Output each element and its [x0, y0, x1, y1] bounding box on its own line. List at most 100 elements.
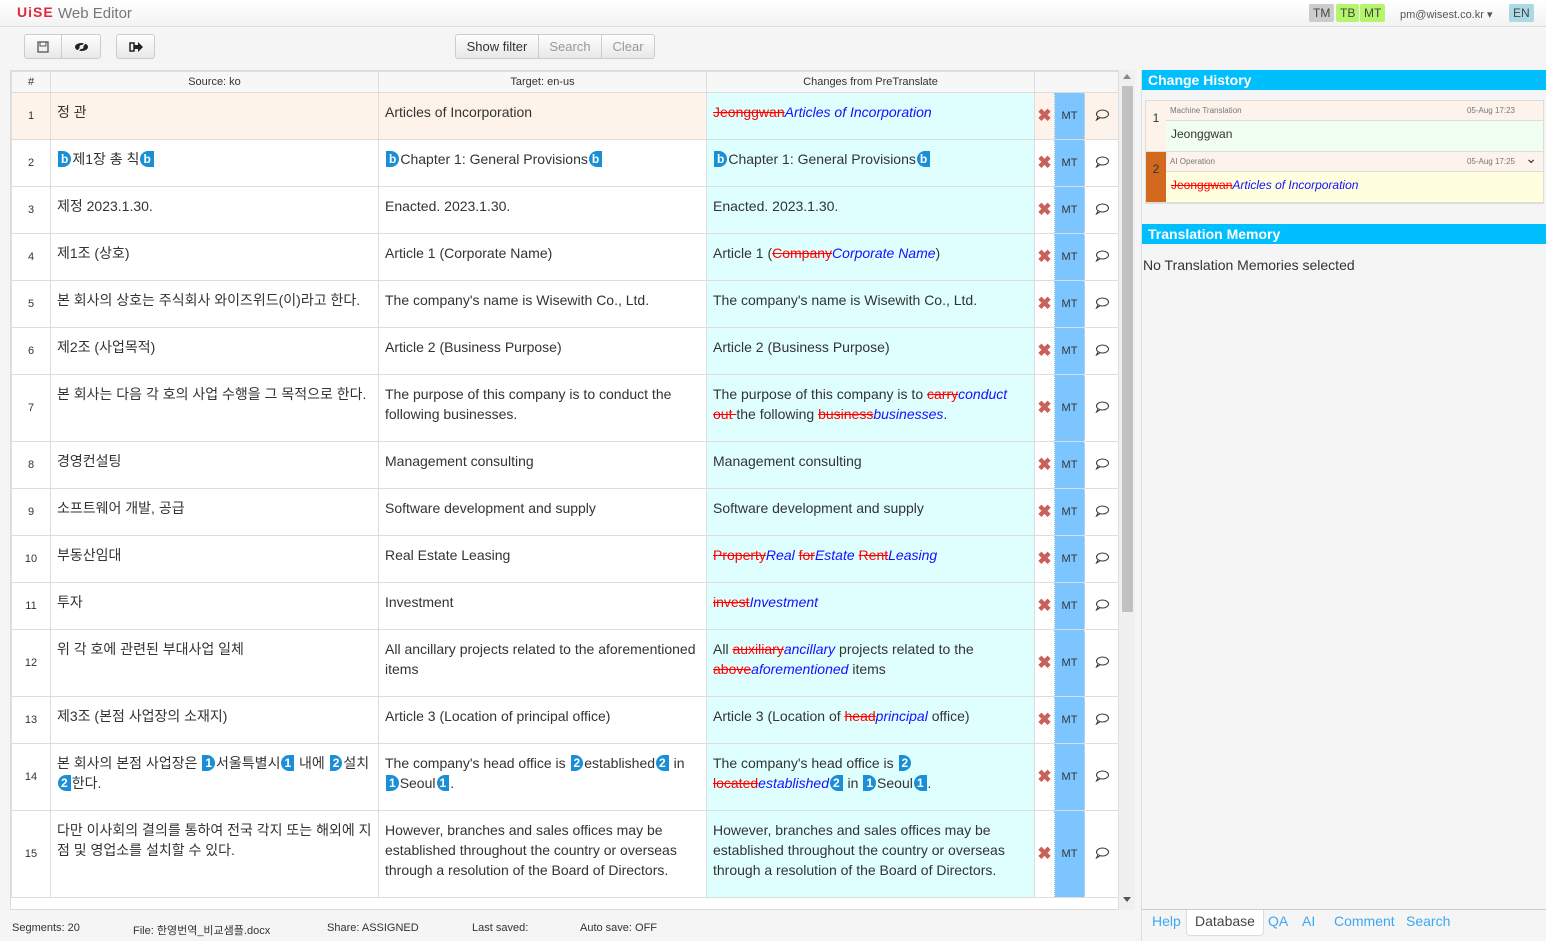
- table-row[interactable]: 6 제2조 (사업목적) Article 2 (Business Purpose) A…: [11, 327, 1120, 375]
- reject-change-button[interactable]: ✖: [1034, 810, 1055, 898]
- comment-button[interactable]: [1084, 327, 1120, 375]
- history-entry[interactable]: 2 AI Operation 05-Aug 17:25 ⌄ JeonggwanArtic…: [1146, 150, 1543, 203]
- reject-change-button[interactable]: ✖: [1034, 374, 1055, 442]
- close-icon: ✖: [1037, 653, 1052, 672]
- target-cell[interactable]: The company's name is Wisewith Co., Ltd.: [378, 280, 707, 328]
- table-row[interactable]: 4 제1조 (상호) Article 1 (Corporate Name) Artic…: [11, 233, 1120, 281]
- tm-badge[interactable]: TM: [1309, 4, 1335, 22]
- tab-database[interactable]: Database: [1186, 910, 1264, 936]
- comment-button[interactable]: [1084, 743, 1120, 811]
- reject-change-button[interactable]: ✖: [1034, 629, 1055, 697]
- mt-status-badge: MT: [1054, 743, 1085, 811]
- reject-change-button[interactable]: ✖: [1034, 233, 1055, 281]
- language-button[interactable]: EN: [1509, 4, 1534, 22]
- save-button[interactable]: [24, 34, 62, 59]
- reject-change-button[interactable]: ✖: [1034, 280, 1055, 328]
- target-cell[interactable]: Real Estate Leasing: [378, 535, 707, 583]
- table-row[interactable]: 14 본 회사의 본점 사업장은 1 서울특별시 1 내에 2 설치2 한다. The co…: [11, 743, 1120, 811]
- text-segment: The purpose of this company is to conduc…: [385, 386, 672, 422]
- table-row[interactable]: 3 제정 2023.1.30. Enacted. 2023.1.30. Enacted…: [11, 186, 1120, 234]
- target-cell[interactable]: However, branches and sales offices may …: [378, 810, 707, 898]
- show-filter-button[interactable]: Show filter: [455, 34, 539, 59]
- tb-badge[interactable]: TB: [1336, 4, 1360, 22]
- history-entry[interactable]: 1 Machine Translation 05-Aug 17:23 Jeonggwa…: [1146, 101, 1543, 152]
- comment-button[interactable]: [1084, 92, 1120, 140]
- reject-change-button[interactable]: ✖: [1034, 327, 1055, 375]
- target-cell[interactable]: Article 1 (Corporate Name): [378, 233, 707, 281]
- comment-button[interactable]: [1084, 280, 1120, 328]
- text-segment: Software development and supply: [385, 500, 596, 516]
- comment-button[interactable]: [1084, 629, 1120, 697]
- tab-search[interactable]: Search: [1406, 913, 1451, 929]
- target-cell[interactable]: Enacted. 2023.1.30.: [378, 186, 707, 234]
- comment-button[interactable]: [1084, 582, 1120, 630]
- mt-status-badge: MT: [1054, 535, 1085, 583]
- scroll-down-arrow-icon[interactable]: [1123, 897, 1131, 902]
- tab-ai[interactable]: AI: [1302, 913, 1316, 929]
- target-cell[interactable]: Article 2 (Business Purpose): [378, 327, 707, 375]
- table-row[interactable]: 12 위 각 호에 관련된 부대사업 일체 All ancillary projec…: [11, 629, 1120, 697]
- comment-button[interactable]: [1084, 233, 1120, 281]
- search-button[interactable]: Search: [538, 34, 602, 59]
- scroll-up-arrow-icon[interactable]: [1123, 74, 1131, 79]
- target-cell[interactable]: Software development and supply: [378, 488, 707, 536]
- table-row[interactable]: 10 부동산임대 Real Estate Leasing PropertyReal f…: [11, 535, 1120, 583]
- table-row[interactable]: 8 경영컨설팅 Management consulting Management co…: [11, 441, 1120, 489]
- table-row[interactable]: 13 제3조 (본점 사업장의 소재지) Article 3 (Location o…: [11, 696, 1120, 744]
- target-cell[interactable]: Articles of Incorporation: [378, 92, 707, 140]
- reject-change-button[interactable]: ✖: [1034, 186, 1055, 234]
- tag-open-marker: 2: [329, 755, 343, 771]
- right-panel: Change History 1 Machine Translation 05-Au…: [1141, 70, 1546, 941]
- mt-badge[interactable]: MT: [1360, 4, 1386, 22]
- reject-change-button[interactable]: ✖: [1034, 535, 1055, 583]
- deleted-text: invest: [713, 594, 750, 610]
- target-cell[interactable]: The company's head office is 2 establishe…: [378, 743, 707, 811]
- comment-icon: [1095, 713, 1109, 726]
- comment-button[interactable]: [1084, 810, 1120, 898]
- reject-change-button[interactable]: ✖: [1034, 743, 1055, 811]
- comment-button[interactable]: [1084, 488, 1120, 536]
- mt-status-badge: MT: [1054, 186, 1085, 234]
- table-row[interactable]: 5 본 회사의 상호는 주식회사 와이즈위드(이)라고 한다. The compan…: [11, 280, 1120, 328]
- target-cell[interactable]: The purpose of this company is to conduc…: [378, 374, 707, 442]
- table-row[interactable]: 7 본 회사는 다음 각 호의 사업 수행을 그 목적으로 한다. The purp…: [11, 374, 1120, 442]
- reject-change-button[interactable]: ✖: [1034, 488, 1055, 536]
- text-segment: 소프트웨어 개발, 공급: [57, 500, 185, 516]
- history-entry-text: Jeonggwan: [1166, 121, 1543, 151]
- reject-change-button[interactable]: ✖: [1034, 582, 1055, 630]
- tag-open-marker: b: [58, 151, 72, 167]
- target-cell[interactable]: Article 3 (Location of principal office): [378, 696, 707, 744]
- tab-qa[interactable]: QA: [1268, 913, 1289, 929]
- tab-help[interactable]: Help: [1152, 913, 1181, 929]
- preview-toggle-button[interactable]: [61, 34, 101, 59]
- reject-change-button[interactable]: ✖: [1034, 139, 1055, 187]
- scrollbar-thumb[interactable]: [1122, 86, 1133, 612]
- tag-open-marker: b: [386, 151, 400, 167]
- reject-change-button[interactable]: ✖: [1034, 92, 1055, 140]
- expand-chevron-icon[interactable]: ⌄: [1525, 150, 1537, 166]
- comment-button[interactable]: [1084, 441, 1120, 489]
- grid-scrollbar[interactable]: [1118, 70, 1135, 910]
- table-row[interactable]: 2 b 제1장 총 칙 b b Chapter 1: General Provisions…: [11, 139, 1120, 187]
- deleted-text: carry: [927, 386, 959, 402]
- tag-close-marker: b: [588, 151, 603, 167]
- comment-button[interactable]: [1084, 374, 1120, 442]
- comment-button[interactable]: [1084, 696, 1120, 744]
- comment-button[interactable]: [1084, 139, 1120, 187]
- table-row[interactable]: 15 다만 이사회의 결의를 통하여 전국 각지 또는 해외에 지점 및 영업소를…: [11, 810, 1120, 898]
- comment-button[interactable]: [1084, 535, 1120, 583]
- table-row[interactable]: 9 소프트웨어 개발, 공급 Software development and su…: [11, 488, 1120, 536]
- comment-button[interactable]: [1084, 186, 1120, 234]
- table-row[interactable]: 11 투자 Investment investInvestment ✖ MT: [11, 582, 1120, 630]
- reject-change-button[interactable]: ✖: [1034, 441, 1055, 489]
- reject-change-button[interactable]: ✖: [1034, 696, 1055, 744]
- clear-button[interactable]: Clear: [601, 34, 655, 59]
- target-cell[interactable]: Investment: [378, 582, 707, 630]
- target-cell[interactable]: b Chapter 1: General Provisions b: [378, 139, 707, 187]
- target-cell[interactable]: All ancillary projects related to the af…: [378, 629, 707, 697]
- export-button[interactable]: [116, 34, 155, 59]
- target-cell[interactable]: Management consulting: [378, 441, 707, 489]
- user-menu[interactable]: pm@wisest.co.kr ▾: [1400, 9, 1493, 21]
- tab-comment[interactable]: Comment: [1334, 913, 1395, 929]
